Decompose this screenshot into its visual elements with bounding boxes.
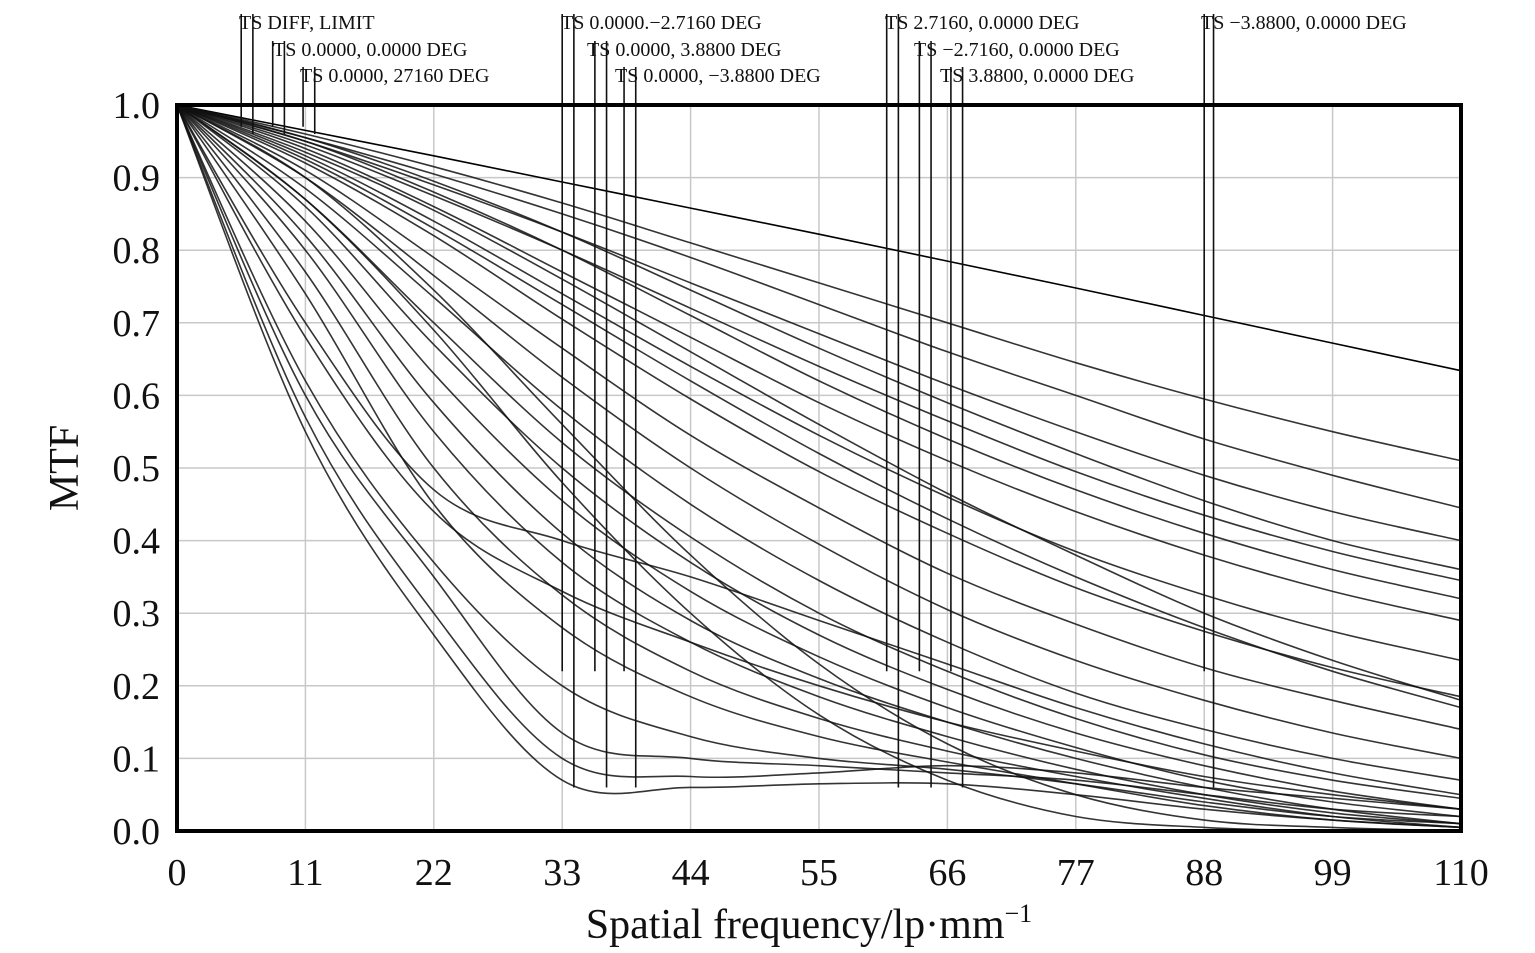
- mtf-curve-12: [176, 104, 1462, 810]
- x-axis-title-text: Spatial frequency/lp·mm: [586, 902, 1005, 948]
- mtf-curve-29: [176, 104, 1462, 571]
- x-tick-label: 0: [168, 852, 187, 894]
- plot-frame: [175, 103, 1463, 833]
- legend-label: TS 0.0000, 3.8800 DEG: [587, 39, 781, 61]
- x-tick-label: 99: [1314, 852, 1352, 894]
- mtf-curve-8: [176, 104, 1462, 731]
- x-axis-title: Spatial frequency/lp·mm−1: [586, 899, 1032, 948]
- x-tick-labels: 0 11 22 33 44 55 66 77 88 99 110: [168, 852, 1489, 894]
- legend-label: TS 0.0000.−2.7160 DEG: [561, 12, 762, 34]
- mtf-curve-27: [176, 104, 1462, 709]
- x-tick-label: 66: [928, 852, 966, 894]
- mtf-curve-26: [176, 104, 1462, 702]
- mtf-curve-1: [176, 104, 1462, 462]
- y-tick-label: 0.1: [113, 738, 161, 780]
- x-tick-label: 33: [543, 852, 581, 894]
- mtf-curves: [176, 104, 1462, 833]
- mtf-curve-10: [176, 104, 1462, 781]
- x-tick-label: 22: [415, 852, 453, 894]
- mtf-curve-28: [176, 104, 1462, 600]
- mtf-curve-9: [176, 104, 1462, 760]
- mtf-curve-18: [176, 104, 1462, 796]
- grid: [177, 105, 1461, 831]
- legend-label: TS 2.7160, 0.0000 DEG: [885, 12, 1079, 34]
- legend-label: TS 3.8800, 0.0000 DEG: [940, 65, 1134, 87]
- y-tick-label: 0.3: [113, 593, 161, 635]
- y-tick-label: 0.8: [113, 230, 161, 272]
- y-tick-label: 0.5: [113, 448, 161, 490]
- mtf-curve-13: [176, 104, 1462, 818]
- x-tick-label: 44: [672, 852, 710, 894]
- y-tick-label: 1.0: [113, 85, 161, 127]
- mtf-curve-23: [176, 104, 1462, 829]
- mtf-curve-11: [176, 104, 1462, 800]
- y-tick-label: 0.9: [113, 158, 161, 200]
- mtf-curve-24: [176, 104, 1462, 832]
- mtf-curve-19: [176, 104, 1462, 810]
- mtf-curve-17: [176, 104, 1462, 829]
- legend-label: TS 0.0000, −3.8800 DEG: [615, 65, 821, 87]
- legend: TS DIFF, LIMIT TS 0.0000, 0.0000 DEG TS 0.…: [239, 12, 1407, 87]
- legend-label: TS 0.0000, 27160 DEG: [300, 65, 489, 87]
- mtf-curve-2: [176, 104, 1462, 509]
- y-tick-label: 0.2: [113, 666, 161, 708]
- x-tick-label: 11: [287, 852, 324, 894]
- y-tick-label: 0.4: [113, 521, 161, 563]
- y-tick-label: 0.6: [113, 375, 161, 417]
- mtf-curve-7: [176, 104, 1462, 698]
- y-tick-label: 0.7: [113, 303, 161, 345]
- legend-markers: [240, 14, 1215, 788]
- mtf-curve-21: [176, 104, 1462, 818]
- x-axis-title-superscript: −1: [1005, 899, 1033, 928]
- mtf-curve-4: [176, 104, 1462, 582]
- diffraction-limit-curve: [176, 104, 1462, 372]
- mtf-curve-14: [176, 104, 1462, 825]
- x-tick-label: 88: [1185, 852, 1223, 894]
- mtf-curve-25: [176, 104, 1462, 833]
- y-axis-title: MTF: [42, 425, 88, 511]
- x-tick-label: 77: [1057, 852, 1095, 894]
- legend-label: TS −3.8800, 0.0000 DEG: [1201, 12, 1407, 34]
- mtf-curve-16: [176, 104, 1462, 829]
- mtf-curve-15: [176, 104, 1462, 825]
- y-tick-label: 0.0: [113, 811, 161, 853]
- mtf-curve-20: [176, 104, 1462, 825]
- mtf-curve-3: [176, 104, 1462, 542]
- mtf-curve-6: [176, 104, 1462, 662]
- x-tick-label: 55: [800, 852, 838, 894]
- legend-label: TS DIFF, LIMIT: [239, 12, 375, 34]
- y-tick-labels: 0.0 0.1 0.2 0.3 0.4 0.5 0.6 0.7 0.8 0.9 1.0: [113, 85, 161, 853]
- legend-label: TS −2.7160, 0.0000 DEG: [914, 39, 1120, 61]
- x-tick-label: 110: [1433, 852, 1489, 894]
- mtf-curve-22: [176, 104, 1462, 810]
- mtf-curve-5: [176, 104, 1462, 622]
- legend-label: TS 0.0000, 0.0000 DEG: [273, 39, 467, 61]
